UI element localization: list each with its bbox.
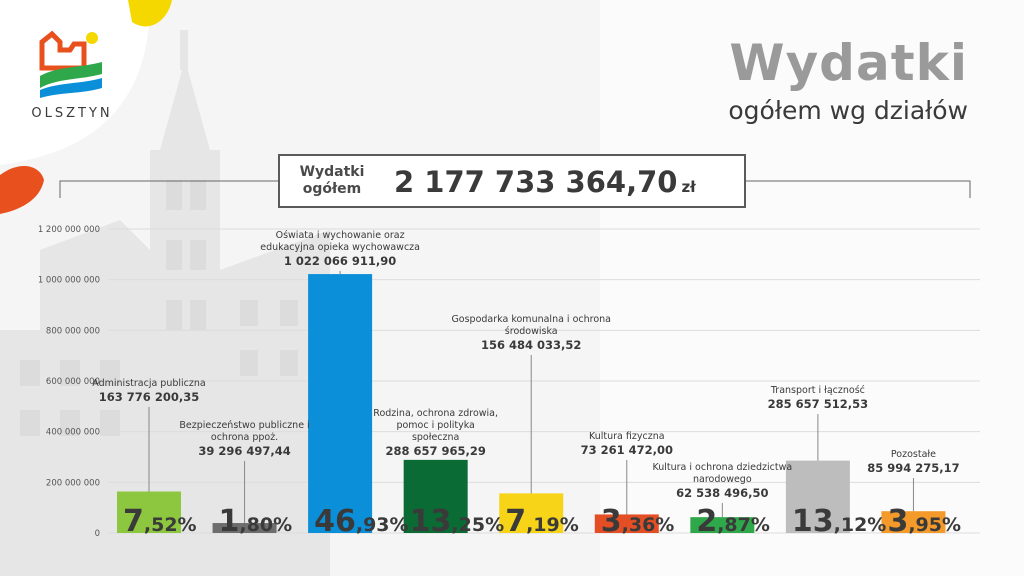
percent-int: 13: [791, 504, 834, 539]
y-tick-label: 800 000 000: [46, 326, 100, 336]
percent-label: 13,25%: [410, 507, 504, 537]
bar: [308, 274, 373, 533]
percent-dec: ,80%: [239, 514, 293, 536]
y-tick-label: 0: [95, 529, 100, 539]
total-value: 2 177 733 364,70 zł: [394, 165, 696, 199]
bar-label: Administracja publiczna 163 776 200,35: [89, 378, 209, 405]
category-label: Rodzina, ochrona zdrowia, pomoc i polity…: [373, 408, 499, 443]
value-label: 1 022 066 911,90: [283, 254, 397, 268]
percent-dec: ,36%: [621, 514, 675, 536]
category-label: Transport i łączność: [770, 385, 865, 396]
bar-label: Kultura fizyczna 73 261 472,00: [572, 431, 682, 458]
bar: [881, 511, 946, 533]
bar-label: Rodzina, ochrona zdrowia, pomoc i polity…: [373, 408, 499, 459]
percent-label: 2,87%: [696, 507, 770, 537]
value-label: 163 776 200,35: [98, 390, 200, 404]
y-tick-label: 600 000 000: [46, 377, 100, 387]
percent-dec: ,25%: [451, 514, 505, 536]
category-label: Administracja publiczna: [92, 378, 206, 389]
value-label: 62 538 496,50: [676, 486, 769, 500]
bar: [785, 460, 850, 533]
percent-int: 13: [409, 504, 452, 539]
category-label: Kultura fizyczna: [588, 431, 665, 442]
category-label: Oświata i wychowanie oraz edukacyjna opi…: [260, 230, 420, 253]
percent-dec: ,87%: [717, 514, 770, 536]
total-unit: zł: [681, 178, 696, 196]
percent-int: 7: [123, 504, 144, 539]
percent-dec: ,12%: [833, 514, 887, 536]
percent-int: 7: [505, 504, 527, 539]
value-label: 285 657 512,53: [767, 397, 869, 411]
percent-label: 3,95%: [887, 507, 961, 537]
bar-label: Transport i łączność 285 657 512,53: [758, 385, 878, 412]
percent-label: 46,93%: [314, 507, 408, 537]
value-label: 156 484 033,52: [481, 338, 582, 352]
bar: [403, 459, 468, 533]
page-subtitle: ogółem wg działów: [728, 96, 968, 125]
bar: [594, 514, 659, 533]
category-label: Bezpieczeństwo publiczne i ochrona ppoż.: [179, 420, 310, 443]
percent-dec: ,19%: [526, 514, 579, 536]
bar-label: Bezpieczeństwo publiczne i ochrona ppoż.…: [179, 420, 311, 459]
percent-int: 3: [600, 504, 622, 539]
bar-label: Pozostałe 85 994 275,17: [858, 449, 968, 476]
total-amount: 2 177 733 364,70: [394, 165, 678, 199]
percent-label: 13,12%: [792, 507, 886, 537]
logo-text: OLSZTYN: [31, 106, 113, 121]
total-box: Wydatki ogółem 2 177 733 364,70 zł: [278, 154, 746, 208]
percent-label: 1,80%: [219, 507, 293, 537]
value-label: 39 296 497,44: [198, 444, 291, 458]
bar: [499, 493, 564, 533]
category-label: Pozostałe: [890, 449, 936, 460]
bar: [117, 491, 181, 533]
value-label: 73 261 472,00: [580, 443, 673, 457]
percent-int: 1: [218, 504, 240, 539]
bar-label: Gospodarka komunalna i ochrona środowisk…: [446, 314, 616, 353]
percent-int: 2: [696, 504, 718, 539]
percent-label: 7,19%: [505, 507, 579, 537]
bar-label: Kultura i ochrona dziedzictwa narodowego…: [652, 462, 792, 501]
y-tick-label: 200 000 000: [46, 478, 100, 488]
y-tick-label: 1 000 000 000: [38, 276, 100, 286]
page-title: Wydatki: [729, 34, 968, 92]
percent-int: 3: [887, 504, 909, 539]
category-label: Gospodarka komunalna i ochrona środowisk…: [451, 314, 611, 337]
percent-dec: ,95%: [908, 514, 962, 536]
percent-label: 3,36%: [601, 507, 675, 537]
bar: [212, 523, 277, 533]
category-label: Kultura i ochrona dziedzictwa narodowego: [652, 462, 793, 485]
bar: [690, 517, 755, 533]
y-tick-label: 1 200 000 000: [38, 225, 100, 235]
percent-dec: ,93%: [355, 514, 409, 536]
total-label: Wydatki ogółem: [299, 164, 365, 197]
percent-int: 46: [314, 504, 356, 539]
olsztyn-logo-icon: [39, 30, 102, 98]
percent-label: 7,52%: [123, 507, 197, 537]
value-label: 288 657 965,29: [385, 444, 486, 458]
value-label: 85 994 275,17: [867, 461, 960, 475]
y-tick-label: 400 000 000: [46, 428, 100, 438]
total-bracket: [59, 180, 971, 198]
percent-dec: ,52%: [143, 514, 197, 536]
bar-label: Oświata i wychowanie oraz edukacyjna opi…: [247, 230, 433, 269]
